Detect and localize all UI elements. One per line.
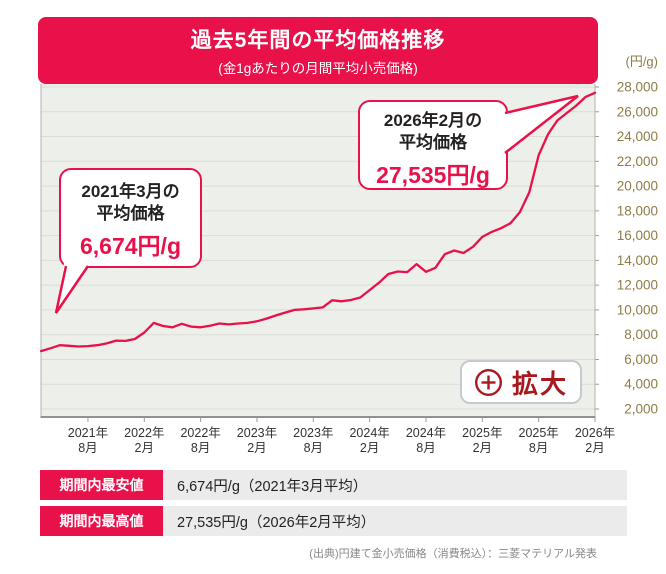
svg-text:8月: 8月 xyxy=(304,441,323,455)
chart-header: 過去5年間の平均価格推移 (金1gあたりの月間平均小売価格) xyxy=(38,17,598,84)
svg-text:2月: 2月 xyxy=(360,441,379,455)
svg-text:16,000: 16,000 xyxy=(617,228,658,243)
svg-text:2月: 2月 xyxy=(585,441,604,455)
svg-text:8,000: 8,000 xyxy=(624,327,658,342)
svg-text:28,000: 28,000 xyxy=(617,80,658,95)
svg-text:14,000: 14,000 xyxy=(617,253,658,268)
svg-text:8月: 8月 xyxy=(78,441,97,455)
callout-low-title-line2: 平均価格 xyxy=(96,204,165,224)
callout-high-title-line1: 2026年2月の xyxy=(383,111,483,130)
svg-text:2024年: 2024年 xyxy=(349,426,389,440)
stat-label-highest: 期間内最高値 xyxy=(40,506,163,536)
svg-text:6,000: 6,000 xyxy=(624,352,658,367)
svg-text:2月: 2月 xyxy=(473,441,492,455)
stat-label-lowest: 期間内最安値 xyxy=(40,470,163,500)
svg-text:2025年: 2025年 xyxy=(519,426,559,440)
svg-text:20,000: 20,000 xyxy=(617,179,658,194)
svg-text:12,000: 12,000 xyxy=(617,278,658,293)
svg-text:8月: 8月 xyxy=(416,441,435,455)
source-note: (出典)円建て金小売価格（消費税込）：三菱マテリアル発表 xyxy=(309,548,597,560)
svg-text:4,000: 4,000 xyxy=(624,377,658,392)
callout-high-title-line2: 平均価格 xyxy=(399,133,467,153)
svg-text:2021年: 2021年 xyxy=(68,426,108,440)
chart-subtitle: (金1gあたりの月間平均小売価格) xyxy=(218,61,418,76)
zoom-button-label: 拡大 xyxy=(511,368,568,399)
svg-text:2023年: 2023年 xyxy=(293,426,333,440)
svg-text:2025年: 2025年 xyxy=(462,426,502,440)
svg-text:18,000: 18,000 xyxy=(617,203,658,218)
svg-text:2022年: 2022年 xyxy=(180,426,220,440)
callout-low-value: 6,674円/g xyxy=(80,232,181,259)
y-axis-unit-label: (円/g) xyxy=(625,54,658,69)
svg-text:8月: 8月 xyxy=(529,441,548,455)
svg-text:26,000: 26,000 xyxy=(617,104,658,119)
callout-high: 2026年2月の 平均価格 27,535円/g xyxy=(358,100,508,190)
stat-row-highest: 期間内最高値 27,535円/g（2026年2月平均） xyxy=(40,506,627,536)
svg-text:2024年: 2024年 xyxy=(406,426,446,440)
stat-value-lowest: 6,674円/g（2021年3月平均） xyxy=(163,470,627,500)
svg-text:24,000: 24,000 xyxy=(617,129,658,144)
svg-text:2,000: 2,000 xyxy=(624,402,658,417)
callout-high-value: 27,535円/g xyxy=(376,161,490,188)
stat-value-highest: 27,535円/g（2026年2月平均） xyxy=(163,506,627,536)
svg-text:22,000: 22,000 xyxy=(617,154,658,169)
svg-text:2月: 2月 xyxy=(247,441,266,455)
plus-circle-icon xyxy=(474,368,502,396)
chart-title: 過去5年間の平均価格推移 xyxy=(190,29,446,52)
svg-text:2022年: 2022年 xyxy=(124,426,164,440)
svg-text:2023年: 2023年 xyxy=(237,426,277,440)
zoom-button[interactable]: 拡大 xyxy=(460,360,582,404)
callout-low: 2021年3月の 平均価格 6,674円/g xyxy=(59,168,202,268)
svg-text:10,000: 10,000 xyxy=(617,302,658,317)
svg-text:8月: 8月 xyxy=(191,441,210,455)
callout-low-title-line1: 2021年3月の xyxy=(81,182,180,201)
svg-text:2月: 2月 xyxy=(135,441,154,455)
stat-row-lowest: 期間内最安値 6,674円/g（2021年3月平均） xyxy=(40,470,627,500)
svg-text:2026年: 2026年 xyxy=(575,426,615,440)
